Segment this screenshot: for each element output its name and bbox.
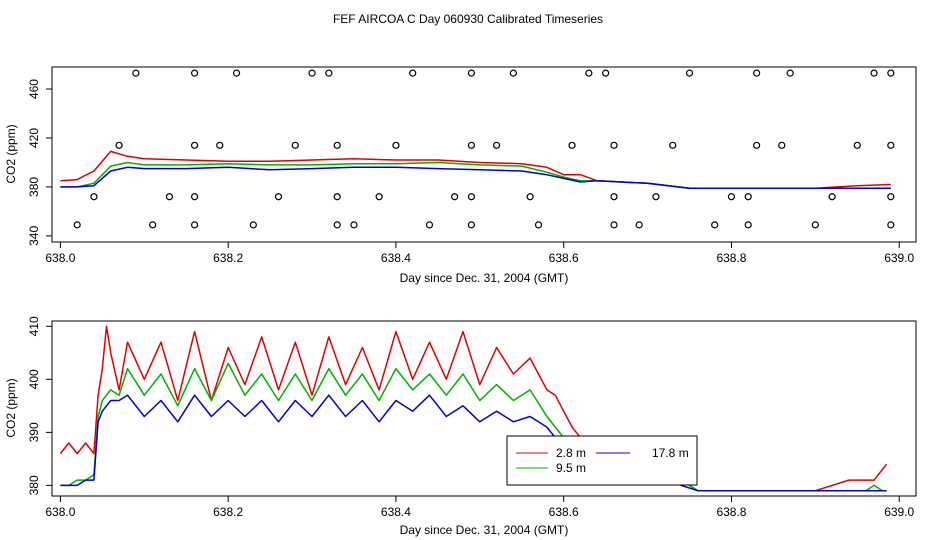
calibration-marker (602, 69, 610, 77)
calibration-marker (711, 221, 719, 229)
calibration-marker (232, 69, 241, 77)
y-tick-label: 460 (27, 79, 41, 99)
calibration-marker (291, 141, 299, 149)
legend-label-17-8m: 17.8 m (652, 446, 689, 460)
y-tick-label: 340 (27, 226, 41, 246)
calibration-marker (392, 141, 400, 149)
calibration-marker (191, 141, 199, 149)
x-tick-label: 639.0 (884, 251, 914, 265)
top-x-axis-label: Day since Dec. 31, 2004 (GMT) (400, 271, 569, 285)
calibration-marker (333, 141, 341, 149)
calibration-marker (727, 193, 736, 201)
calibration-marker (534, 221, 543, 229)
series-line-17-8-m (60, 166, 891, 189)
y-tick-label: 420 (27, 128, 41, 148)
calibration-marker (467, 69, 476, 77)
calibration-marker (635, 221, 643, 229)
x-tick-label: 638.4 (381, 251, 411, 265)
calibration-marker (216, 141, 224, 149)
calibration-marker (333, 221, 341, 229)
x-tick-label: 638.8 (716, 505, 746, 519)
calibration-marker (350, 221, 358, 229)
calibration-marker (887, 221, 895, 229)
calibration-marker (467, 141, 476, 149)
bottom-x-axis-label: Day since Dec. 31, 2004 (GMT) (400, 523, 569, 537)
y-tick-label: 380 (27, 475, 41, 495)
y-tick-label: 410 (27, 316, 41, 336)
x-tick-label: 638.2 (213, 251, 243, 265)
calibration-marker (191, 193, 199, 201)
calibration-marker (149, 221, 157, 229)
calibration-marker (585, 69, 593, 77)
calibration-marker (492, 141, 501, 149)
top-panel: 638.0 638.2 638.4 638.6 638.8 639.0 340 380 420 4… (4, 66, 917, 285)
legend: 2.8 m 9.5 m 17.8 m (506, 435, 698, 486)
legend-label-9-5m: 9.5 m (556, 461, 586, 475)
x-tick-label: 638.2 (213, 505, 243, 519)
legend-label-2-8m: 2.8 m (556, 446, 586, 460)
calibration-marker (274, 193, 283, 201)
calibration-marker (191, 221, 199, 229)
legend-box (506, 435, 698, 486)
calibration-marker (375, 193, 383, 201)
y-tick-label: 400 (27, 369, 41, 389)
calibration-marker (744, 221, 752, 229)
calibration-marker (425, 221, 434, 229)
calibration-marker (685, 69, 694, 77)
calibration-marker (409, 69, 417, 77)
bottom-y-axis-label: CO2 (ppm) (4, 378, 18, 437)
calibration-marker (652, 193, 660, 201)
calibration-marker (249, 221, 257, 229)
x-tick-label: 639.0 (884, 505, 914, 519)
x-tick-label: 638.4 (381, 505, 411, 519)
calibration-marker (568, 141, 576, 149)
calibration-marker (73, 221, 81, 229)
calibration-marker (333, 193, 341, 201)
calibration-marker (786, 69, 794, 77)
calibration-marker (191, 69, 199, 77)
calibration-marker (509, 69, 517, 77)
calibration-marker (744, 193, 752, 201)
series-line-17-8-m (60, 394, 887, 492)
x-tick-label: 638.6 (549, 251, 579, 265)
figure-title: FEF AIRCOA C Day 060930 Calibrated Times… (333, 12, 603, 26)
calibration-marker (753, 69, 761, 77)
calibration-marker (811, 221, 819, 229)
calibration-marker (887, 141, 895, 149)
top-plot-frame (51, 66, 917, 243)
calibration-marker (132, 69, 140, 77)
bottom-plot-frame (51, 320, 917, 497)
calibration-marker (451, 193, 459, 201)
calibration-marker (115, 141, 123, 149)
calibration-marker (325, 69, 333, 77)
calibration-marker (778, 141, 786, 149)
bottom-panel: 638.0 638.2 638.4 638.6 638.8 639.0 380 390 400 4… (4, 316, 917, 537)
calibration-marker (610, 193, 618, 201)
series-line-9-5-m (60, 362, 887, 492)
calibration-marker (610, 221, 618, 229)
calibration-marker (467, 193, 476, 201)
x-tick-label: 638.0 (45, 251, 75, 265)
x-tick-label: 638.6 (549, 505, 579, 519)
calibration-marker (467, 221, 476, 229)
calibration-marker (610, 141, 618, 149)
calibration-marker (526, 193, 534, 201)
calibration-marker (90, 193, 98, 201)
calibration-marker (669, 141, 677, 149)
calibration-marker (870, 69, 878, 77)
calibration-marker (853, 141, 861, 149)
y-tick-label: 390 (27, 422, 41, 442)
y-tick-label: 380 (27, 177, 41, 197)
x-tick-label: 638.8 (716, 251, 746, 265)
calibration-marker (165, 193, 174, 201)
top-y-axis-label: CO2 (ppm) (4, 124, 18, 183)
calibration-marker (887, 193, 895, 201)
calibration-marker (753, 141, 761, 149)
calibration-marker (828, 193, 836, 201)
calibration-marker (308, 69, 316, 77)
calibration-marker (887, 69, 895, 77)
x-tick-label: 638.0 (45, 505, 75, 519)
